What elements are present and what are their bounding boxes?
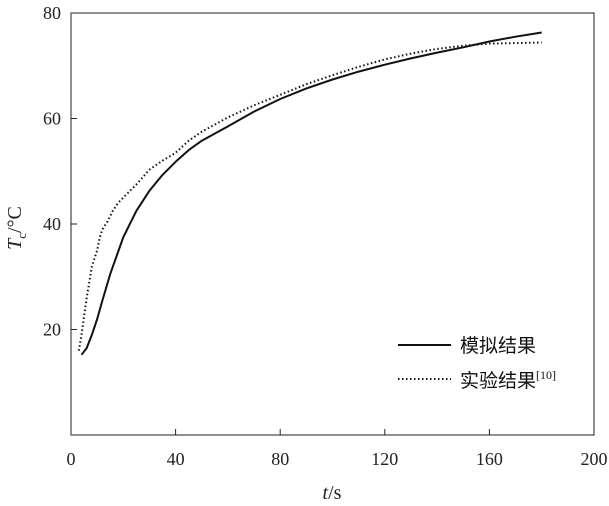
y-tick-label: 60 [43,109,61,129]
x-tick-label: 200 [581,449,608,469]
legend-label-experiment-text: 实验结果 [460,370,536,392]
x-tick-label: 80 [271,449,289,469]
series-line-simulation [80,31,542,356]
x-tick-label: 0 [67,449,76,469]
legend-label-simulation: 模拟结果 [460,335,536,357]
x-axis-label: t/s [323,482,342,504]
legend-label-experiment: 实验结果[10] [460,368,556,392]
legend: 模拟结果 实验结果[10] [398,335,556,392]
x-tick-label: 120 [371,449,398,469]
y-axis-ticks: 20 40 60 80 [43,3,77,340]
x-axis-ticks: 0 40 80 120 160 200 [67,429,608,469]
y-tick-label: 20 [43,320,61,340]
series-line-experiment [77,41,542,351]
x-tick-label: 160 [476,449,503,469]
legend-label-experiment-ref: [10] [536,368,556,382]
series-layer [77,31,542,356]
y-axis-label: Tc/°C [4,206,29,250]
y-tick-label: 40 [43,214,61,234]
x-tick-label: 40 [167,449,185,469]
y-tick-label: 80 [43,3,61,23]
